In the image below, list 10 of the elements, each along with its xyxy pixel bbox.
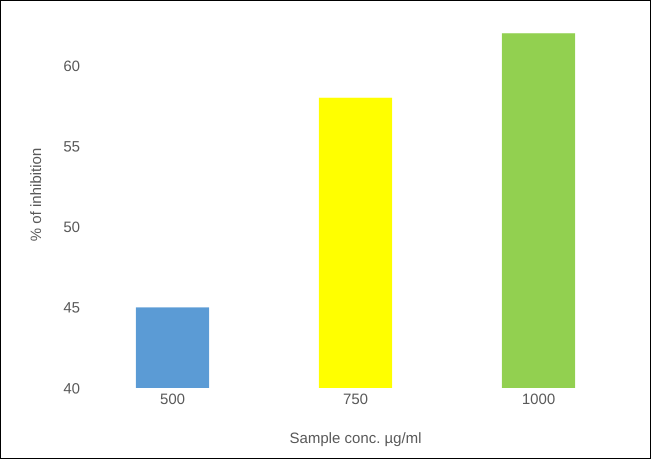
y-tick-label: 60 — [63, 58, 80, 75]
y-tick-label: 45 — [63, 300, 80, 317]
x-tick-label: 750 — [342, 391, 368, 408]
x-axis-title: Sample conc. µg/ml — [289, 430, 422, 447]
y-axis-title: % of inhibition — [28, 148, 45, 242]
y-tick-label: 40 — [63, 380, 80, 398]
x-tick-label: 500 — [160, 391, 186, 408]
y-tick-label: 55 — [63, 138, 80, 156]
y-tick-label: 50 — [63, 219, 80, 236]
x-tick-label: 1000 — [522, 391, 556, 408]
